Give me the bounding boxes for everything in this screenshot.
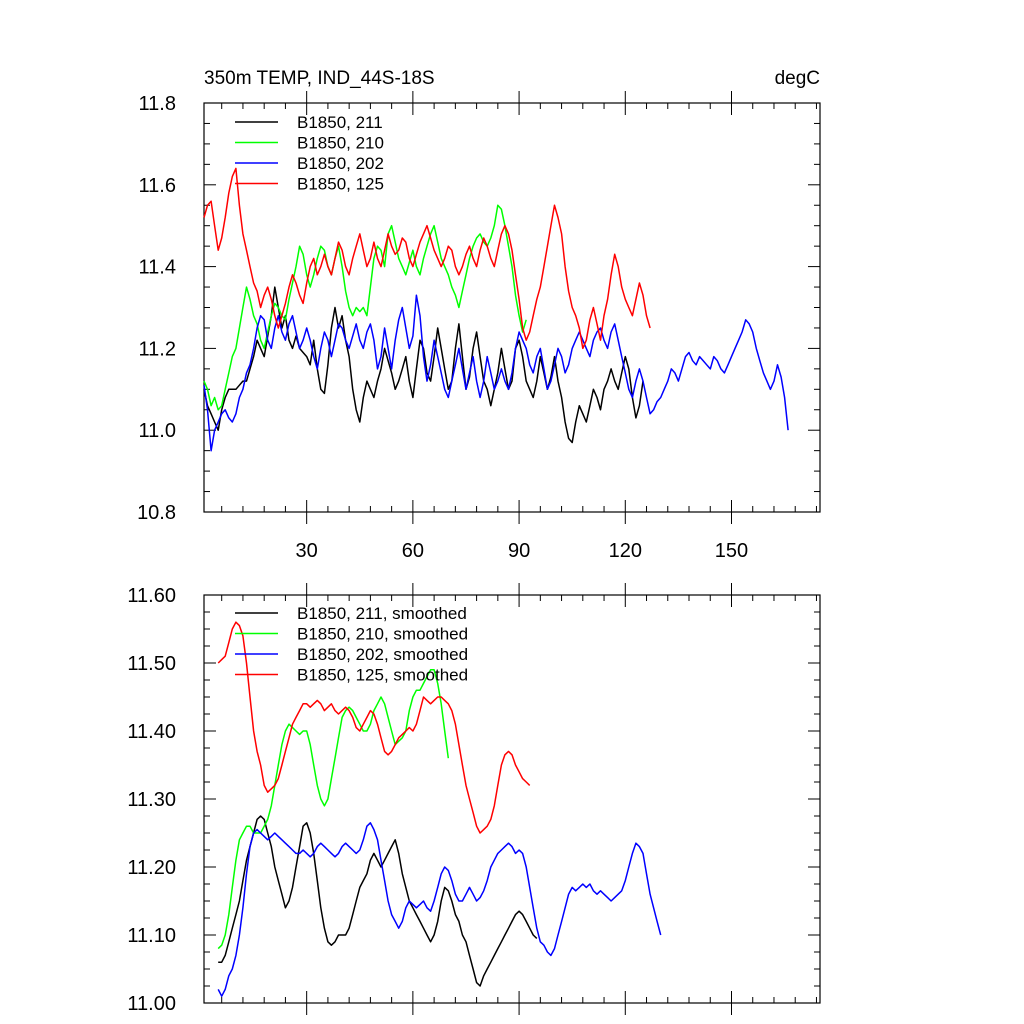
series-line	[203, 294, 789, 452]
series-line	[203, 167, 651, 350]
x-tick-label: 30	[296, 540, 318, 562]
legend-label: B1850, 125, smoothed	[297, 666, 468, 685]
y-tick-label: 11.8	[139, 93, 176, 115]
y-tick-label: 11.50	[127, 653, 176, 675]
y-tick-label: 11.10	[127, 925, 176, 947]
legend-label: B1850, 211, smoothed	[297, 604, 467, 623]
x-tick-label: 150	[715, 540, 748, 562]
series-line	[217, 822, 662, 997]
chart-title: 350m TEMP, IND_44S-18S	[204, 68, 435, 89]
legend-label: B1850, 202	[297, 154, 384, 173]
top-panel: 350m TEMP, IND_44S-18S degC 10.8 11.0 11.2…	[137, 68, 821, 562]
y-tick-label: 11.2	[139, 338, 176, 360]
series-line	[218, 815, 538, 987]
y-tick-label: 11.0	[139, 420, 176, 442]
series-line	[203, 286, 644, 444]
x-tick-label: 60	[402, 540, 424, 562]
y-tick-label: 11.60	[127, 585, 176, 607]
y-tick-label: 11.00	[127, 993, 176, 1015]
legend-label: B1850, 210	[297, 134, 384, 153]
series-line	[203, 204, 527, 411]
y-tick-label: 10.8	[137, 502, 176, 524]
legend-label: B1850, 202, smoothed	[297, 645, 468, 664]
x-tick-label: 90	[508, 540, 530, 562]
x-tick-label: 120	[609, 540, 642, 562]
y-tick-label: 11.6	[139, 175, 176, 197]
series-line	[217, 621, 531, 834]
bottom-panel: 11.00 11.10 11.20 11.30 11.40 11.50 11.60 B1850…	[127, 583, 821, 1015]
legend-label: B1850, 211	[297, 113, 383, 132]
y-tick-label: 11.30	[127, 789, 176, 811]
legend-label: B1850, 125	[297, 175, 384, 194]
y-tick-label: 11.40	[127, 721, 176, 743]
legend-label: B1850, 210, smoothed	[297, 625, 468, 644]
units-label: degC	[775, 68, 820, 89]
y-tick-label: 11.4	[139, 257, 176, 279]
series-line	[217, 669, 450, 950]
y-tick-label: 11.20	[127, 857, 176, 879]
